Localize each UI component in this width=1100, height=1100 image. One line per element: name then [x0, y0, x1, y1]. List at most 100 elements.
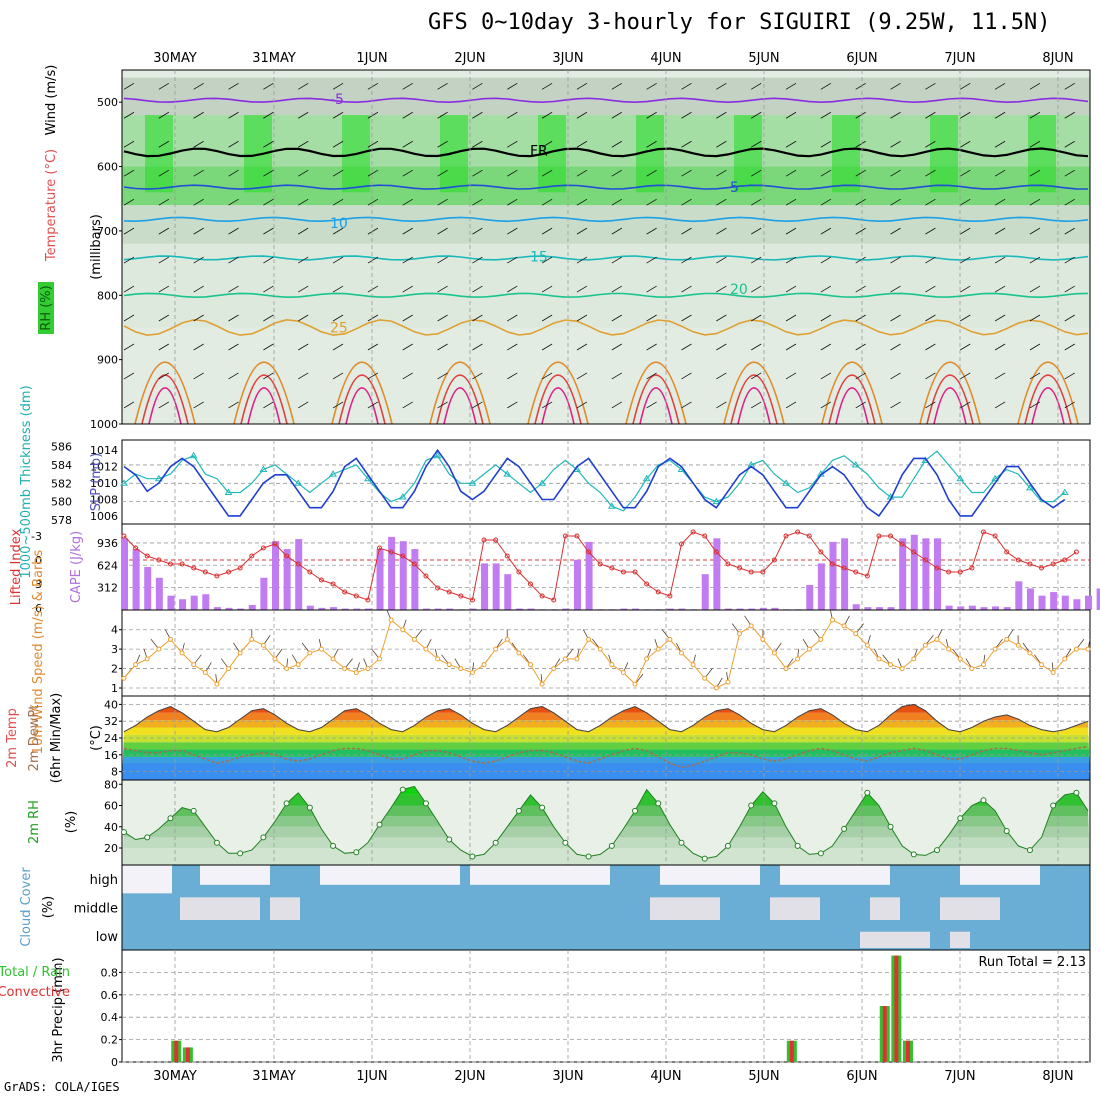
warm-isotherm-arch: [723, 361, 785, 425]
wind-barb: [193, 82, 204, 90]
rh-point: [655, 800, 662, 807]
wind-barb: [507, 140, 518, 148]
li-point: [353, 593, 359, 599]
rh-point: [794, 842, 801, 849]
wind-barb: [507, 227, 518, 235]
cape-bar: [899, 538, 907, 610]
temp-color-band: [122, 691, 1090, 698]
wind-barb: [507, 285, 518, 293]
date-label-bottom: 8JUN: [1042, 1069, 1073, 1084]
wind-barb: [193, 198, 204, 206]
rh-point: [330, 842, 337, 849]
y-tick-label: 600: [97, 161, 118, 174]
wind-barb: [960, 227, 971, 235]
wind-barb: [925, 140, 936, 148]
wind-barb: [611, 140, 623, 148]
wind-barb: [402, 372, 413, 380]
wind-barb: [402, 140, 413, 148]
cloud-mid-gap: [270, 897, 300, 920]
cape-bar: [306, 605, 314, 610]
li-tick: 6: [35, 602, 42, 615]
slp-line: [123, 448, 1066, 518]
wind-barb: [472, 82, 483, 90]
wind-barb: [298, 343, 309, 351]
isotherm-5: [123, 184, 1089, 190]
wind-barb: [263, 314, 274, 322]
wind-barb: [925, 372, 936, 380]
warm-isotherm-arch: [429, 361, 491, 425]
rh-line: [123, 785, 1089, 860]
wind10m-point: [307, 650, 313, 656]
wind-barb: [123, 285, 135, 293]
y-tick-label: 1: [111, 682, 118, 695]
cape-bar: [910, 534, 918, 610]
wind-barb: [228, 256, 239, 264]
precip-convective-bar: [185, 1047, 190, 1062]
li-point: [121, 533, 127, 539]
temp-color-band: [122, 756, 1090, 765]
rh-point: [980, 797, 987, 804]
rh-point: [887, 823, 894, 830]
wind-barb: [855, 227, 866, 235]
wind-barb: [681, 343, 692, 351]
y-tick-label: 4: [111, 624, 118, 637]
wind10m-point: [620, 669, 626, 675]
wind-barb: [716, 285, 727, 293]
wind-barb: [716, 198, 727, 206]
wind10m-point: [632, 681, 638, 687]
li-point: [737, 565, 743, 571]
li-point: [551, 597, 557, 603]
cape-bar: [225, 607, 233, 610]
wind-barb: [228, 198, 239, 206]
wind-barb: [750, 285, 762, 293]
warm-isotherm-arch: [632, 374, 680, 425]
cape-bar: [422, 608, 430, 610]
li-point: [771, 557, 777, 563]
rh-point: [260, 834, 267, 841]
li-axis-label: Lifted Index: [9, 528, 24, 605]
wind-barb: [123, 82, 135, 90]
li-point: [342, 589, 348, 595]
wind-barb: [1029, 285, 1041, 293]
wind-barb: [750, 343, 762, 351]
y-tick-label: 900: [97, 354, 118, 367]
y-tick-label: 0.2: [101, 1034, 119, 1047]
li-point: [214, 573, 220, 579]
wind-barb: [681, 285, 692, 293]
wind10m-point: [690, 662, 696, 668]
wind-barb: [576, 227, 588, 235]
rh-point: [771, 800, 778, 807]
cape-bar: [515, 608, 523, 610]
cloud-high-clear: [660, 865, 760, 885]
wind-barb: [298, 372, 309, 380]
wind-barb: [681, 227, 692, 235]
cape-bar: [1003, 607, 1011, 610]
wind-barb: [507, 111, 518, 119]
wind-barb: [576, 169, 588, 177]
li-point: [504, 553, 510, 559]
contour-label: 10: [330, 216, 348, 232]
wind-barb: [402, 111, 413, 119]
li-point: [806, 533, 812, 539]
wind-barb: [228, 82, 239, 90]
date-label-top: 7JUN: [944, 51, 975, 66]
wind-barb: [472, 227, 483, 235]
wind-barb: [1064, 198, 1075, 206]
wind-barb: [367, 111, 379, 119]
li-point: [876, 533, 882, 539]
cape-bar: [678, 608, 686, 610]
cape-bar: [562, 608, 570, 610]
cape-bar: [376, 549, 384, 610]
wind-barb: [1029, 256, 1041, 264]
wind-barb: [367, 140, 379, 148]
warm-isotherm-arch: [730, 374, 778, 425]
isotherm-25: [123, 318, 1089, 337]
rh-point: [841, 825, 848, 832]
rh-point: [469, 853, 476, 860]
wind10m-point: [1073, 646, 1079, 652]
wind-barb: [298, 401, 309, 409]
rh-point: [1026, 847, 1033, 854]
li-point: [156, 557, 162, 563]
cape-bar: [934, 538, 942, 610]
wind-barb: [890, 401, 901, 409]
